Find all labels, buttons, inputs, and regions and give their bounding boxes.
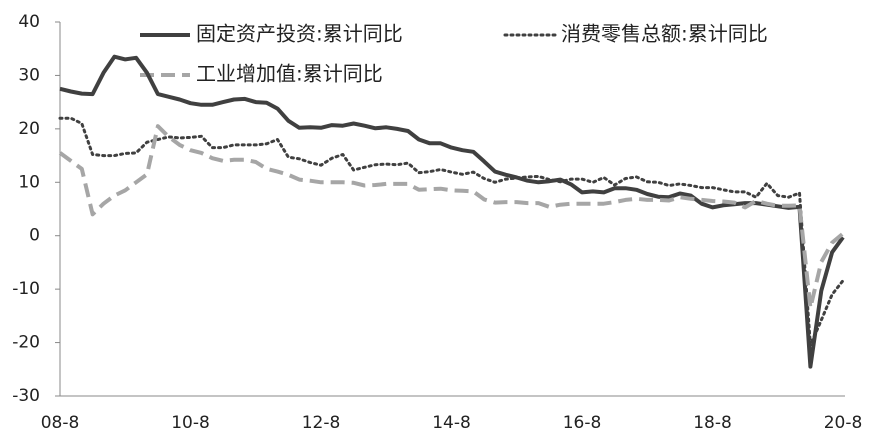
y-tick-label: -10 [12, 279, 40, 299]
y-tick-label: 0 [29, 226, 40, 246]
y-tick-label: 20 [18, 119, 40, 139]
x-tick-label: 08-8 [41, 413, 80, 433]
line-series [58, 116, 845, 347]
legend-label: 工业增加值:累计同比 [196, 62, 383, 86]
legend-label: 固定资产投资:累计同比 [196, 22, 403, 46]
x-tick-label: 18-8 [693, 413, 732, 433]
y-tick-label: 40 [18, 12, 40, 32]
x-tick-label: 12-8 [302, 413, 341, 433]
line-series [58, 124, 845, 310]
legend-label: 消费零售总额:累计同比 [561, 22, 768, 46]
y-tick-label: -30 [12, 386, 40, 406]
y-tick-label: 30 [18, 65, 40, 85]
x-tick-label: 16-8 [563, 413, 602, 433]
x-tick-label: 10-8 [171, 413, 210, 433]
line-series [59, 54, 845, 369]
x-tick-label: 14-8 [432, 413, 471, 433]
x-tick-label: 20-8 [824, 413, 863, 433]
y-tick-label: 10 [18, 172, 40, 192]
y-tick-label: -20 [12, 333, 40, 353]
